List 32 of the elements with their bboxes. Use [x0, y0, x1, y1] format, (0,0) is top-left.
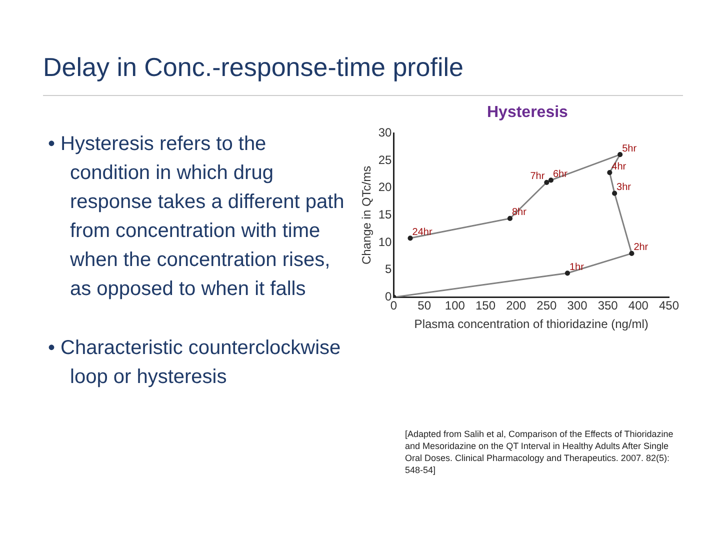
- x-tick-label: 50: [418, 298, 432, 313]
- x-tick-label: 100: [444, 298, 466, 313]
- text: • Characteristic counterclockwise loop or hysteresis: [48, 336, 342, 390]
- x-tick-label: 350: [598, 298, 618, 313]
- y-tick-label: 0: [385, 290, 392, 304]
- text: • Hysteresis refers to the condition in which drug response takes a different path from concentration with time when the concentration rises, as opposed to when it falls: [48, 132, 346, 302]
- y-tick-label: 30: [378, 126, 392, 140]
- chart-subtitle: Hysteresis: [487, 104, 568, 122]
- x-tick-label: 250: [536, 298, 557, 313]
- annotation: 5hr: [622, 143, 638, 154]
- y-tick-label: 10: [378, 234, 392, 249]
- y-axis-title: Change in QTc/ms: [360, 166, 374, 265]
- y-tick-label: 15: [378, 208, 392, 222]
- annotation: 2hr: [634, 242, 649, 254]
- chart-title: Delay in Conc.-response-time profile: [43, 52, 464, 83]
- y-tick-label: 5: [385, 262, 392, 276]
- annotation: 1hr: [569, 262, 585, 273]
- annotation: 8hr: [512, 207, 528, 218]
- annotation: 7hr: [530, 171, 546, 182]
- y-tick-label: 20: [378, 180, 392, 194]
- x-tick-label: 400: [628, 298, 649, 313]
- annotation: 6hr: [552, 168, 568, 180]
- text: [Adapted from Salih et al, Comparison of the Effects of Thioridazine and Mesoridazine on the QT Interval in Healthy Adults After Single Oral Doses. Clinical Pharmacology and Therapeutics. 2007. 82(5): 548-54]: [405, 428, 674, 476]
- x-tick-label: 300: [567, 298, 588, 313]
- x-tick-label: 200: [506, 298, 526, 313]
- annotation: 24hr: [412, 226, 433, 238]
- x-tick-label: 150: [475, 298, 496, 313]
- y-tick-label: 25: [378, 152, 392, 167]
- annotation: 3hr: [616, 182, 632, 194]
- x-axis-title: Plasma concentration of thioridazine (ng/ml): [414, 317, 648, 332]
- annotation: 4hr: [612, 161, 627, 172]
- x-tick-label: 450: [658, 298, 680, 313]
